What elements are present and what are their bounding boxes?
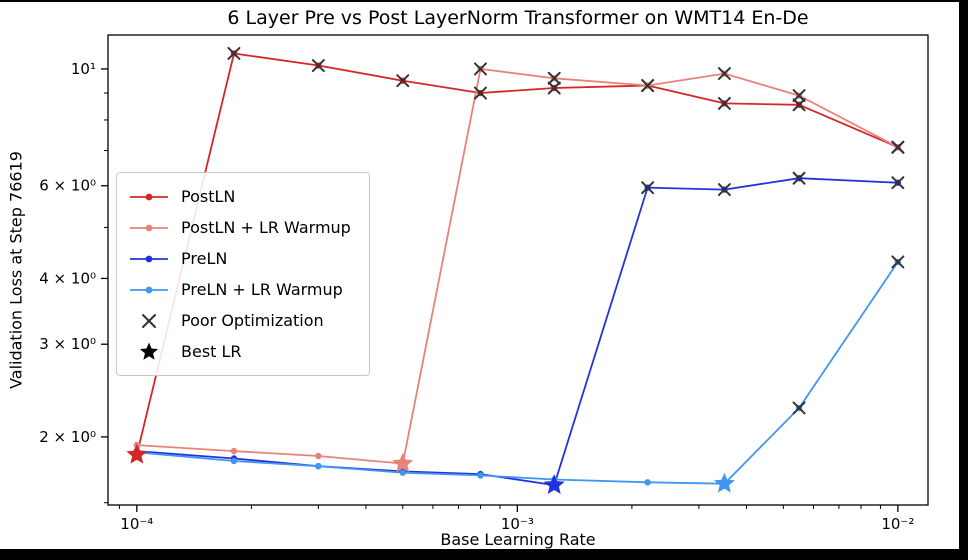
legend-line-marker: [130, 224, 168, 231]
legend-line-marker: [130, 286, 168, 293]
data-point-marker: [315, 462, 322, 470]
legend-label: PreLN: [181, 249, 228, 268]
poor-optimization-markers: [227, 46, 905, 415]
legend-label: Best LR: [181, 342, 242, 361]
legend-label: PreLN + LR Warmup: [181, 280, 343, 299]
legend-marker: [127, 313, 171, 329]
legend-label: PostLN + LR Warmup: [181, 218, 351, 237]
legend-line-marker: [130, 193, 168, 200]
x-tick-label-0: 10⁻⁴: [120, 515, 153, 533]
x-axis-label: Base Learning Rate: [440, 530, 596, 549]
poor-optimization-x-icon: [142, 313, 156, 328]
legend-marker: [127, 220, 171, 236]
legend-label: PostLN: [181, 187, 236, 206]
best-lr-star-preln: [543, 474, 565, 494]
y-tick-label-0: 10¹: [71, 60, 96, 78]
series-line: [136, 177, 898, 486]
legend-item-preln: PreLN: [127, 243, 351, 274]
best-lr-star-postln: [126, 443, 148, 464]
y-tick-label-3: 3 × 10⁰: [39, 335, 96, 353]
y-tick-label-2: 4 × 10⁰: [39, 269, 96, 287]
best-lr-star-postln-lr-warmup: [392, 452, 414, 473]
x-tick-label-2: 10⁻²: [881, 515, 914, 533]
legend-marker: [127, 189, 171, 205]
data-point-marker: [230, 457, 238, 465]
series-line: [136, 261, 899, 485]
legend-item-postln: PostLN: [127, 181, 351, 212]
series-line: [135, 52, 899, 456]
legend-marker: [127, 282, 171, 298]
legend-marker: [127, 251, 171, 267]
y-minor-ticks: [104, 92, 108, 504]
legend-item-postln-lr-warmup: PostLN + LR Warmup: [127, 212, 351, 243]
series-line: [136, 68, 899, 465]
x-minor-ticks: [118, 505, 881, 509]
matplotlib-figure: 10⁻⁴ 10⁻³ 10⁻² 10¹ 6 × 10⁰ 4 × 10⁰ 3 × 10⁰ 2 × …: [0, 2, 959, 549]
data-point-marker: [315, 452, 322, 460]
legend: PostLN PostLN + LR Warmup PreLN PreLN + LR …: [116, 172, 370, 376]
data-point-marker: [477, 472, 484, 479]
legend-marker: [127, 342, 171, 362]
chart-title: 6 Layer Pre vs Post LayerNorm Transforme…: [227, 7, 809, 29]
legend-item-poor-optimization: Poor Optimization: [127, 305, 351, 336]
y-axis-label: Validation Loss at Step 76619: [6, 151, 26, 389]
legend-item-best-lr: Best LR: [127, 336, 351, 367]
data-point-marker: [230, 447, 238, 455]
data-point-marker: [644, 479, 651, 486]
best-lr-star-preln-lr-warmup: [713, 472, 735, 493]
y-tick-label-4: 2 × 10⁰: [39, 428, 96, 446]
best-lr-star-icon: [139, 342, 159, 360]
legend-item-preln-lr-warmup: PreLN + LR Warmup: [127, 274, 351, 305]
legend-label: Poor Optimization: [181, 311, 324, 330]
x-tick-label-1: 10⁻³: [501, 515, 534, 533]
legend-line-marker: [130, 255, 168, 262]
y-tick-label-1: 6 × 10⁰: [39, 177, 96, 195]
data-point-marker: [399, 469, 406, 476]
